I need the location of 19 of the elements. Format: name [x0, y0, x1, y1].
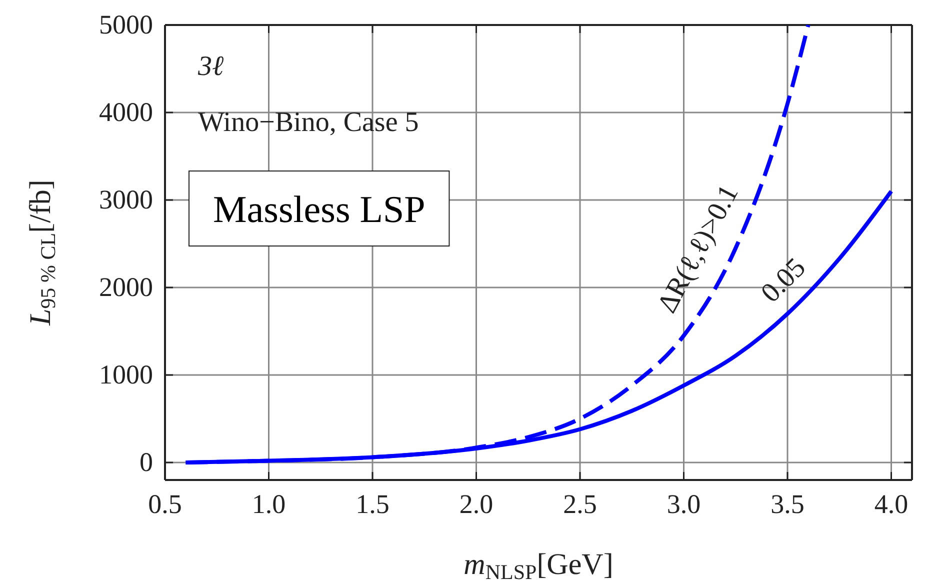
- y-tick-label: 0: [140, 447, 153, 478]
- x-tick-label: 1.5: [356, 489, 390, 520]
- x-tick-label: 3.0: [666, 489, 701, 520]
- y-tick-label: 5000: [99, 10, 153, 40]
- y-tick-label: 3000: [99, 184, 153, 215]
- x-tick-label: 0.5: [148, 489, 182, 520]
- annotation: Massless LSP: [213, 189, 426, 231]
- x-tick-label: 3.5: [770, 489, 804, 520]
- annotation: 3ℓ: [197, 51, 224, 82]
- x-tick-label: 1.0: [252, 489, 286, 520]
- annotation: Wino−Bino, Case 5: [198, 107, 419, 138]
- x-tick-label: 2.0: [459, 489, 494, 520]
- y-tick-label: 2000: [99, 272, 153, 302]
- x-tick-label: 2.5: [563, 489, 597, 520]
- annotation: 0.05: [755, 252, 812, 309]
- y-tick-label: 1000: [99, 360, 153, 390]
- x-tick-label: 4.0: [874, 489, 908, 520]
- y-tick-label: 4000: [99, 97, 153, 128]
- x-axis-title: m$_{NLSP}$[GeV]: [464, 548, 614, 584]
